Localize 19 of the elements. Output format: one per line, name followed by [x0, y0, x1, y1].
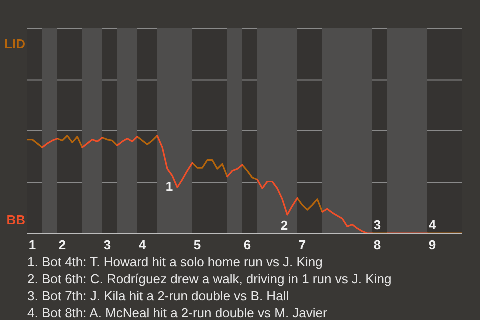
- x-tick-label: 4: [138, 238, 147, 252]
- text: 3. Bot 7th: J. Kila hit a 2-run double vs B. Hall: [28, 288, 290, 304]
- x-tick-label: 3: [104, 238, 112, 252]
- x-tick-label: 7: [298, 238, 306, 252]
- text: 4. Bot 8th: A. McNeal hit a 2-run double vs M. Javier: [28, 306, 328, 320]
- text: LID: [4, 36, 26, 52]
- text: BB: [6, 212, 26, 228]
- annotation: 3: [374, 218, 382, 232]
- x-tick-label: 1: [28, 238, 36, 252]
- annotation: 1: [166, 178, 174, 194]
- x-tick-label: 2: [58, 238, 66, 252]
- text: 2. Bot 6th: C. Rodríguez drew a walk, driving in 1 run vs J. King: [28, 272, 392, 286]
- annotation: 2: [280, 218, 288, 233]
- text: 1. Bot 4th: T. Howard hit a solo home run vs J. King: [28, 254, 323, 270]
- x-tick-label: 9: [428, 238, 436, 252]
- x-tick-label: 6: [244, 238, 252, 252]
- annotation: 4: [428, 218, 437, 232]
- x-tick-label: 8: [374, 238, 382, 252]
- x-tick-label: 5: [194, 238, 202, 252]
